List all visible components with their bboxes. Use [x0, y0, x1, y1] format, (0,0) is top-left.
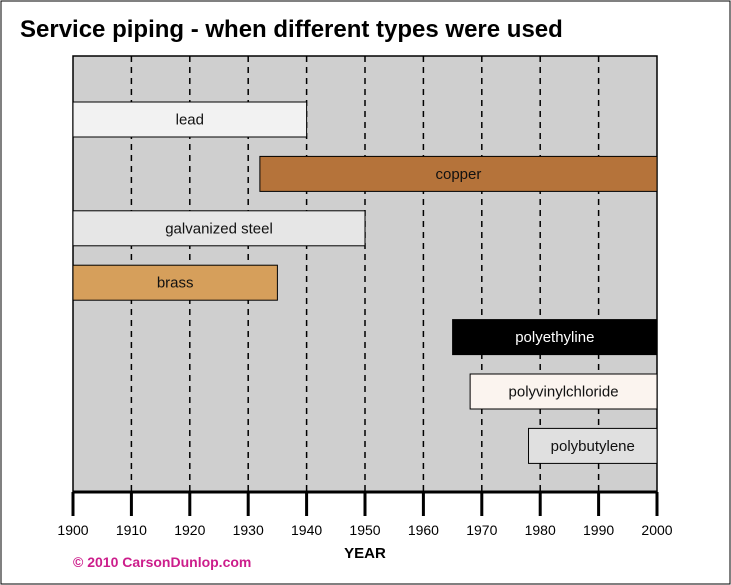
bar-rect	[259, 155, 658, 192]
bar-polybutylene: polybutylene	[528, 427, 658, 464]
tick-label-1950: 1950	[349, 522, 380, 538]
bar-lead: lead	[72, 101, 308, 138]
bar-label: brass	[157, 275, 194, 292]
tick-label-1960: 1960	[408, 522, 439, 538]
bar-rect	[528, 427, 658, 464]
tick-label-1980: 1980	[525, 522, 556, 538]
bar-rect	[72, 101, 308, 138]
bar-rect	[469, 373, 658, 410]
bar-polyvinylchloride: polyvinylchloride	[469, 373, 658, 410]
bar-polyethyline: polyethyline	[452, 319, 658, 356]
bar-galvanized-steel: galvanized steel	[72, 210, 366, 247]
copyright-notice: © 2010 CarsonDunlop.com	[73, 554, 251, 570]
bar-rect	[72, 210, 366, 247]
tick-label-1970: 1970	[466, 522, 497, 538]
bar-brass: brass	[72, 264, 278, 301]
bar-copper: copper	[259, 155, 658, 192]
bar-rect	[452, 319, 658, 356]
tick-label-1930: 1930	[233, 522, 264, 538]
tick-label-2000: 2000	[641, 522, 672, 538]
bar-label: polyethyline	[515, 329, 594, 346]
bars: lead copper galvanized steel brass polyethyl…	[72, 101, 658, 464]
tick-label-1910: 1910	[116, 522, 147, 538]
x-axis-title: YEAR	[344, 545, 386, 562]
bar-label: copper	[436, 166, 482, 183]
tick-label-1940: 1940	[291, 522, 322, 538]
tick-label-1900: 1900	[57, 522, 88, 538]
bar-label: galvanized steel	[165, 220, 273, 237]
bar-label: polyvinylchloride	[509, 384, 619, 401]
bar-label: polybutylene	[551, 438, 635, 455]
bar-label: lead	[176, 112, 204, 129]
grid-lines	[130, 56, 600, 492]
tick-label-1990: 1990	[583, 522, 614, 538]
bar-rect	[72, 264, 278, 301]
x-axis-ticks: 1900 1910 1920 1930 1940 1950 1960 1970 1980 1990…	[57, 492, 673, 538]
tick-label-1920: 1920	[174, 522, 205, 538]
chart-title: Service piping - when different types we…	[20, 16, 563, 43]
